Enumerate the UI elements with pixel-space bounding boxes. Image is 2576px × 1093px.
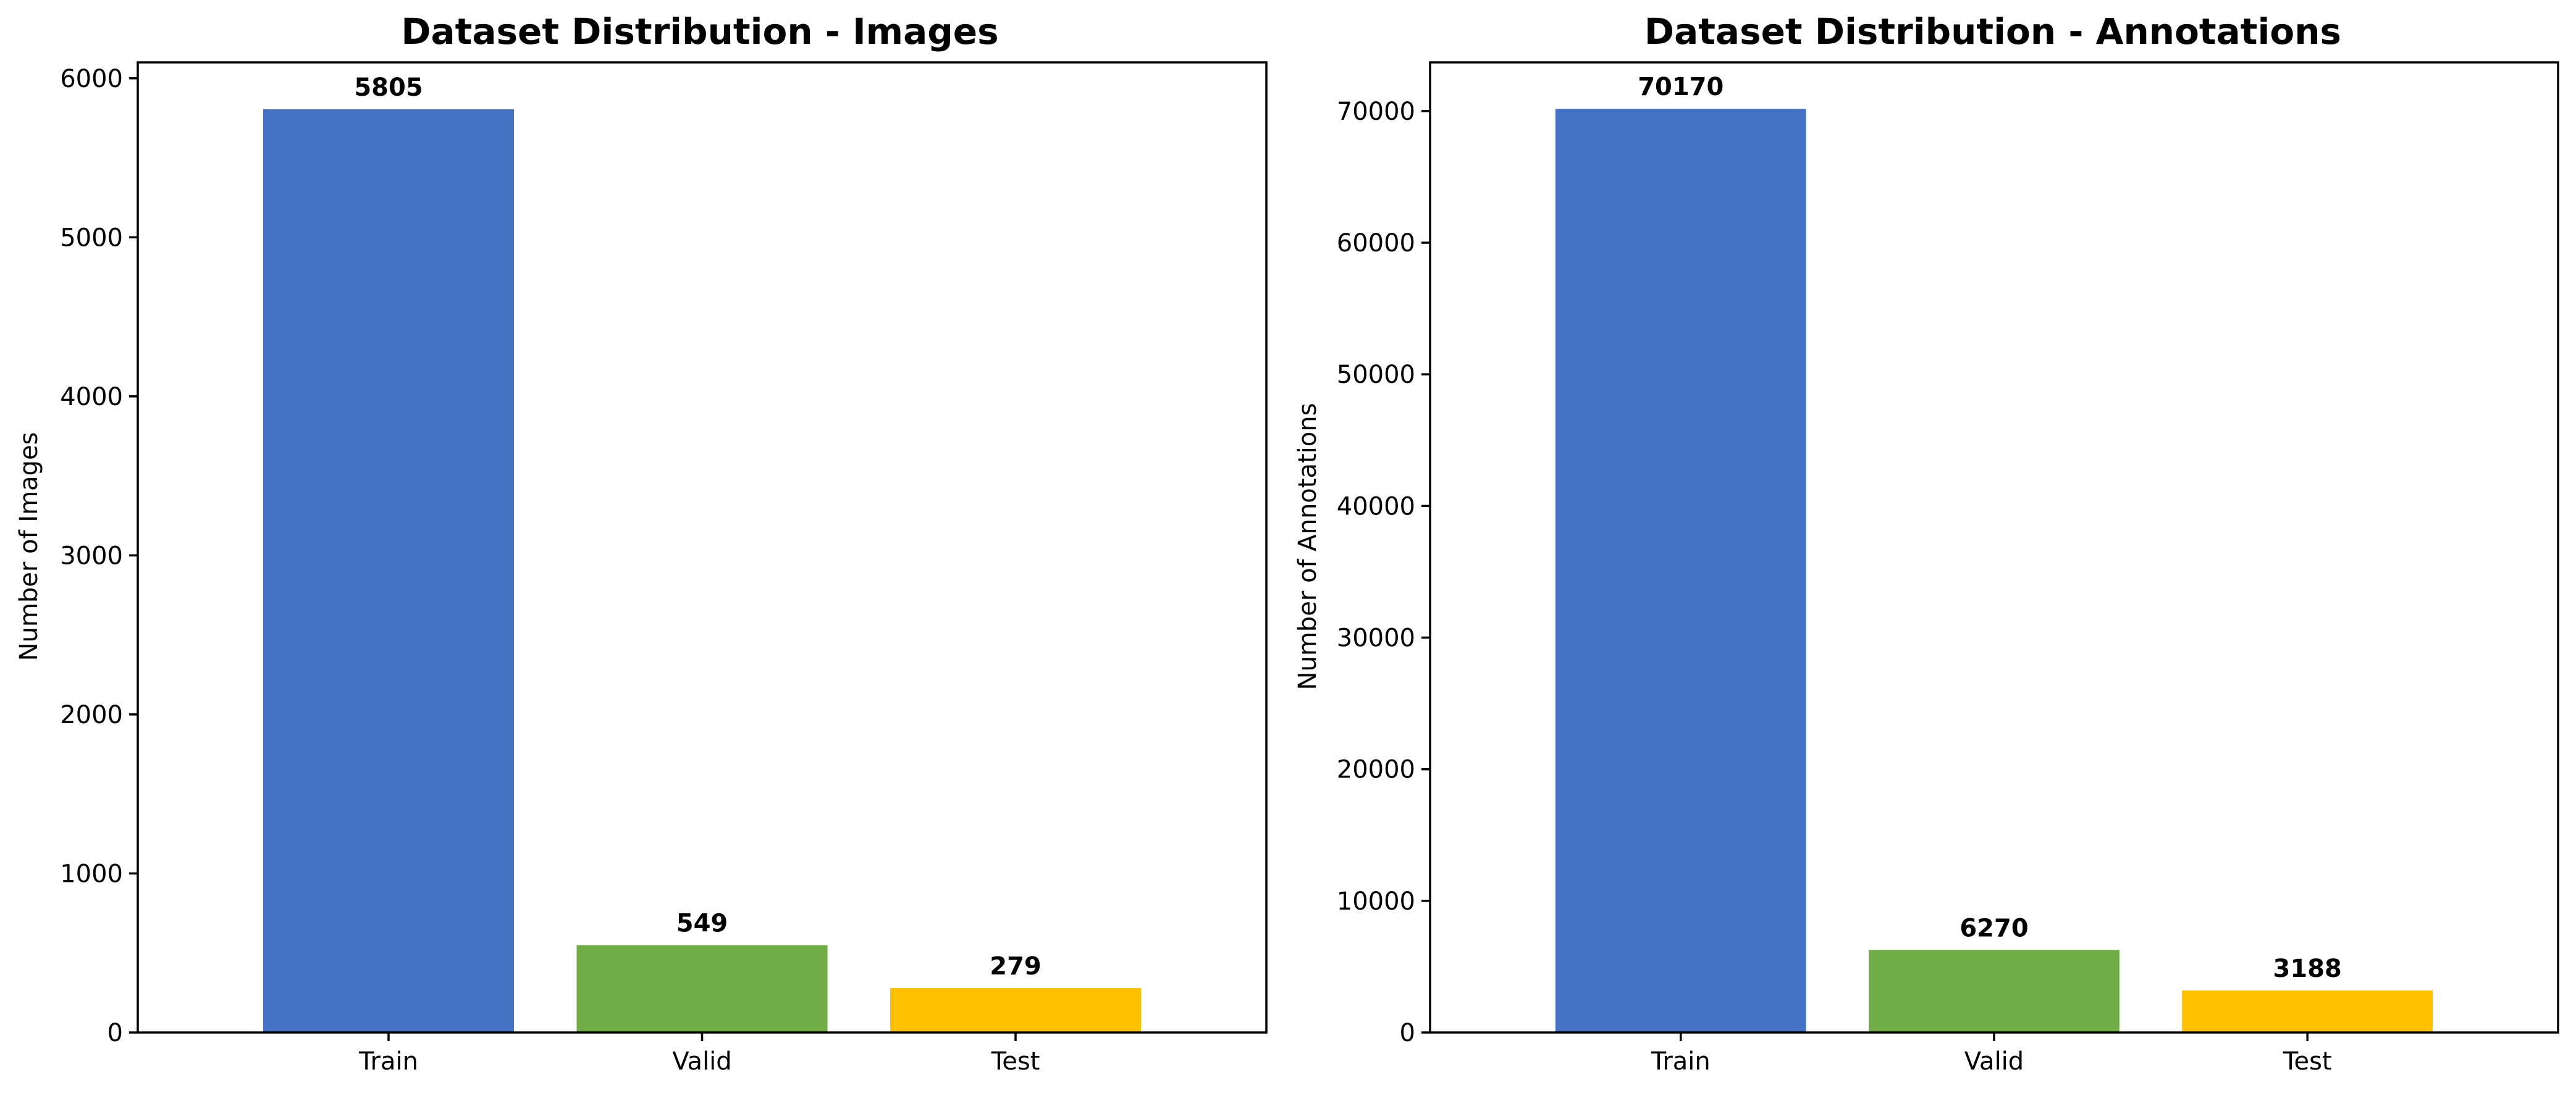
- x-tick-label: Valid: [672, 1047, 731, 1076]
- x-tick-label: Test: [2283, 1047, 2332, 1076]
- y-axis-label: Number of Annotations: [1294, 403, 1322, 690]
- y-tick-label: 1000: [60, 860, 123, 888]
- bar-train: [263, 109, 514, 1032]
- y-tick-label: 0: [107, 1019, 123, 1047]
- x-tick-label: Valid: [1964, 1047, 2024, 1076]
- y-tick-label: 2000: [60, 701, 123, 729]
- chart-annotations: Dataset Distribution - Annotations Numbe…: [1294, 10, 2559, 1076]
- y-tick-label: 60000: [1337, 229, 1415, 258]
- plot-frame: [1429, 61, 2559, 1034]
- bar-train: [1555, 109, 1806, 1033]
- bar-value-label: 3188: [2273, 955, 2342, 983]
- bar-value-label: 5805: [354, 73, 423, 102]
- y-tick-label: 6000: [60, 65, 123, 93]
- y-tick-label: 40000: [1337, 492, 1415, 521]
- plot-area: 0 1000 2000 3000 4000 5000 6000 Train 5805 Valid 5…: [60, 65, 1141, 1076]
- y-tick-label: 3000: [60, 542, 123, 570]
- y-tick-label: 4000: [60, 383, 123, 411]
- bar-value-label: 70170: [1638, 73, 1724, 101]
- chart-title: Dataset Distribution - Images: [401, 10, 998, 52]
- y-tick-label: 30000: [1337, 624, 1415, 653]
- y-tick-label: 5000: [60, 224, 123, 252]
- y-tick-label: 70000: [1337, 98, 1415, 126]
- bar-value-label: 6270: [1959, 914, 2028, 942]
- chart-title: Dataset Distribution - Annotations: [1644, 10, 2341, 52]
- x-tick-label: Test: [991, 1047, 1040, 1076]
- bar-value-label: 279: [990, 952, 1042, 981]
- plot-area: 0 10000 20000 30000 40000 50000 60000 70000 Trai…: [1337, 73, 2433, 1076]
- bar-valid: [576, 945, 828, 1032]
- bar-test: [890, 988, 1141, 1032]
- x-tick-label: Train: [1651, 1047, 1711, 1076]
- y-tick-label: 20000: [1337, 756, 1415, 784]
- y-tick-label: 10000: [1337, 887, 1415, 916]
- plot-frame: [137, 61, 1268, 1034]
- bar-valid: [1869, 950, 2119, 1032]
- y-tick-label: 50000: [1337, 361, 1415, 389]
- x-tick-label: Train: [358, 1047, 418, 1076]
- bar-value-label: 549: [676, 910, 728, 938]
- chart-images: Dataset Distribution - Images Number of …: [15, 10, 1268, 1076]
- y-axis-label: Number of Images: [15, 432, 43, 661]
- y-tick-label: 0: [1400, 1019, 1415, 1047]
- bar-test: [2182, 990, 2433, 1032]
